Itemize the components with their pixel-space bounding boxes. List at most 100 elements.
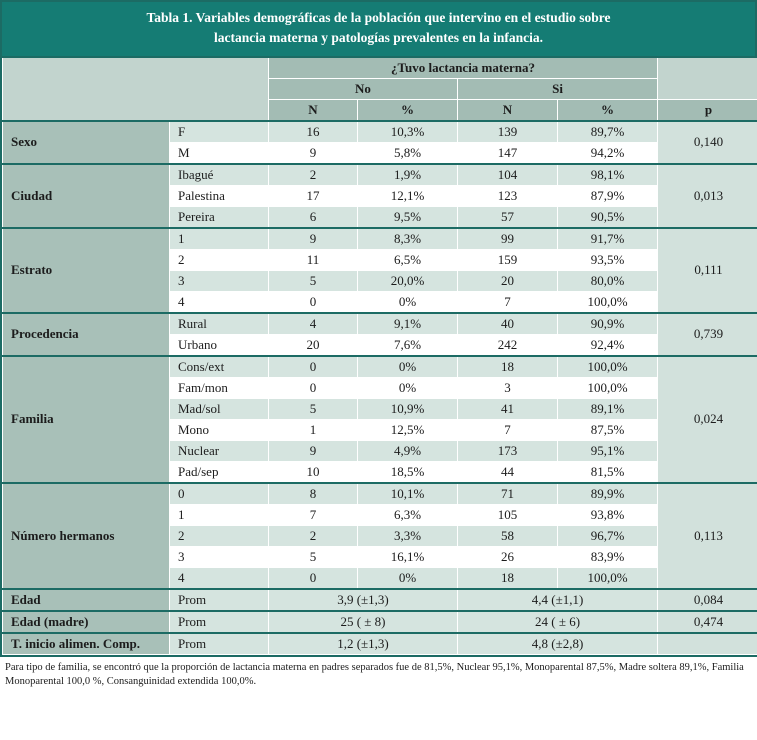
subcategory-cell: Mad/sol <box>169 397 269 420</box>
subcategory-cell: 3 <box>169 545 269 568</box>
subcategory-cell: 0 <box>169 481 269 505</box>
cell-no-pct: 0% <box>357 290 458 313</box>
table-row: Sexo F 16 10,3% 139 89,7% 0,140 <box>2 119 757 164</box>
cell-si-n: 26 <box>457 545 558 568</box>
category-cell: Edad <box>2 587 170 611</box>
cell-no-n: 16 <box>268 119 358 143</box>
cell-no-pct: 1,9% <box>357 162 458 186</box>
category-cell: Procedencia <box>2 311 170 356</box>
cell-si-pct: 81,5% <box>556 460 659 483</box>
p-value-cell: 0,474 <box>657 609 757 633</box>
subcategory-cell: Nuclear <box>169 439 269 462</box>
cell-si-pct: 90,5% <box>556 205 659 228</box>
table-row: Edad Prom 3,9 (±1,3) 4,4 (±1,1) 0,084 <box>2 587 757 611</box>
category-cell: Estrato <box>2 226 170 313</box>
cell-si-n: 44 <box>457 460 558 483</box>
cell-si-n: 147 <box>457 141 558 164</box>
p-value-cell: 0,024 <box>657 354 757 483</box>
cell-si-pct: 89,9% <box>556 481 659 505</box>
cell-no-n: 0 <box>268 290 358 313</box>
cell-no-pct: 18,5% <box>357 460 458 483</box>
cell-no-n: 6 <box>268 205 358 228</box>
cell-si-n: 104 <box>457 162 558 186</box>
cell-no-pct: 8,3% <box>357 226 458 250</box>
cell-si-pct: 100,0% <box>556 566 659 589</box>
cell-no-pct: 12,5% <box>357 418 458 441</box>
header-p: p <box>657 98 757 121</box>
cell-no-n: 11 <box>268 248 358 271</box>
cell-no-mean: 25 ( ± 8) <box>268 609 458 633</box>
cell-no-n: 9 <box>268 439 358 462</box>
table-row: Palestina 17 12,1% 123 87,9% <box>3 184 757 207</box>
cell-si-n: 71 <box>457 481 558 505</box>
cell-no-pct: 10,3% <box>357 119 458 143</box>
p-value-cell <box>657 631 757 655</box>
table-row: 4 0 0% 7 100,0% <box>3 290 757 313</box>
cell-no-pct: 6,5% <box>357 248 458 271</box>
subcategory-cell: Pad/sep <box>169 460 269 483</box>
cell-si-pct: 98,1% <box>556 162 659 186</box>
cell-no-n: 4 <box>268 311 358 335</box>
category-cell: Sexo <box>2 119 170 164</box>
table-row: Urbano 20 7,6% 242 92,4% <box>3 333 757 356</box>
cell-no-pct: 10,1% <box>357 481 458 505</box>
category-cell: Ciudad <box>2 162 170 228</box>
header-no: No <box>268 77 458 100</box>
cell-no-n: 8 <box>268 481 358 505</box>
p-value-cell: 0,140 <box>657 119 757 164</box>
cell-si-n: 105 <box>457 503 558 526</box>
table-row: 2 2 3,3% 58 96,7% <box>3 524 757 547</box>
table-title: Tabla 1. Variables demográficas de la po… <box>2 2 755 56</box>
cell-no-pct: 5,8% <box>357 141 458 164</box>
cell-si-pct: 90,9% <box>556 311 659 335</box>
table-figure: Tabla 1. Variables demográficas de la po… <box>0 0 757 688</box>
cell-no-n: 17 <box>268 184 358 207</box>
cell-si-pct: 100,0% <box>556 376 659 399</box>
cell-no-n: 1 <box>268 418 358 441</box>
table-row: Fam/mon 0 0% 3 100,0% <box>3 376 757 399</box>
subcategory-cell: 1 <box>169 503 269 526</box>
cell-no-n: 0 <box>268 566 358 589</box>
cell-si-mean: 4,4 (±1,1) <box>456 587 659 611</box>
p-value-cell: 0,013 <box>657 162 757 228</box>
table-row: M 9 5,8% 147 94,2% <box>3 141 757 164</box>
footnote: Para tipo de familia, se encontró que la… <box>5 661 744 688</box>
corner-cell <box>2 56 269 121</box>
table-row: 1 7 6,3% 105 93,8% <box>3 503 757 526</box>
subcategory-cell: 1 <box>169 226 269 250</box>
table-row: T. inicio alimen. Comp. Prom 1,2 (±1,3) … <box>2 631 757 655</box>
category-cell: Familia <box>2 354 170 483</box>
cell-si-n: 123 <box>457 184 558 207</box>
subcategory-cell: 3 <box>169 269 269 292</box>
header-p-empty <box>657 56 757 100</box>
cell-si-n: 99 <box>457 226 558 250</box>
cell-si-pct: 95,1% <box>556 439 659 462</box>
cell-si-n: 18 <box>457 566 558 589</box>
cell-no-n: 0 <box>268 354 358 378</box>
cell-no-n: 2 <box>268 162 358 186</box>
cell-no-n: 5 <box>268 545 358 568</box>
cell-si-n: 20 <box>457 269 558 292</box>
table-row: Estrato 1 9 8,3% 99 91,7% 0,111 <box>2 226 757 313</box>
subcategory-cell: Prom <box>169 609 269 633</box>
cell-si-pct: 87,5% <box>556 418 659 441</box>
subcategory-cell: M <box>169 141 269 164</box>
p-value-cell: 0,084 <box>657 587 757 611</box>
cell-si-n: 7 <box>457 418 558 441</box>
header-n-si: N <box>457 98 558 121</box>
header-pct-no: % <box>357 98 458 121</box>
cell-no-mean: 3,9 (±1,3) <box>268 587 458 611</box>
category-cell: T. inicio alimen. Comp. <box>2 631 170 655</box>
subcategory-cell: 2 <box>169 248 269 271</box>
cell-si-mean: 4,8 (±2,8) <box>456 631 659 655</box>
cell-no-pct: 6,3% <box>357 503 458 526</box>
cell-si-pct: 80,0% <box>556 269 659 292</box>
cell-no-pct: 7,6% <box>357 333 458 356</box>
cell-no-pct: 0% <box>357 566 458 589</box>
cell-si-pct: 92,4% <box>556 333 659 356</box>
cell-no-pct: 12,1% <box>357 184 458 207</box>
cell-no-n: 20 <box>268 333 358 356</box>
cell-no-pct: 9,5% <box>357 205 458 228</box>
subcategory-cell: Fam/mon <box>169 376 269 399</box>
table-row: Número hermanos 0 8 10,1% 71 89,9% 0,113 <box>2 481 757 589</box>
